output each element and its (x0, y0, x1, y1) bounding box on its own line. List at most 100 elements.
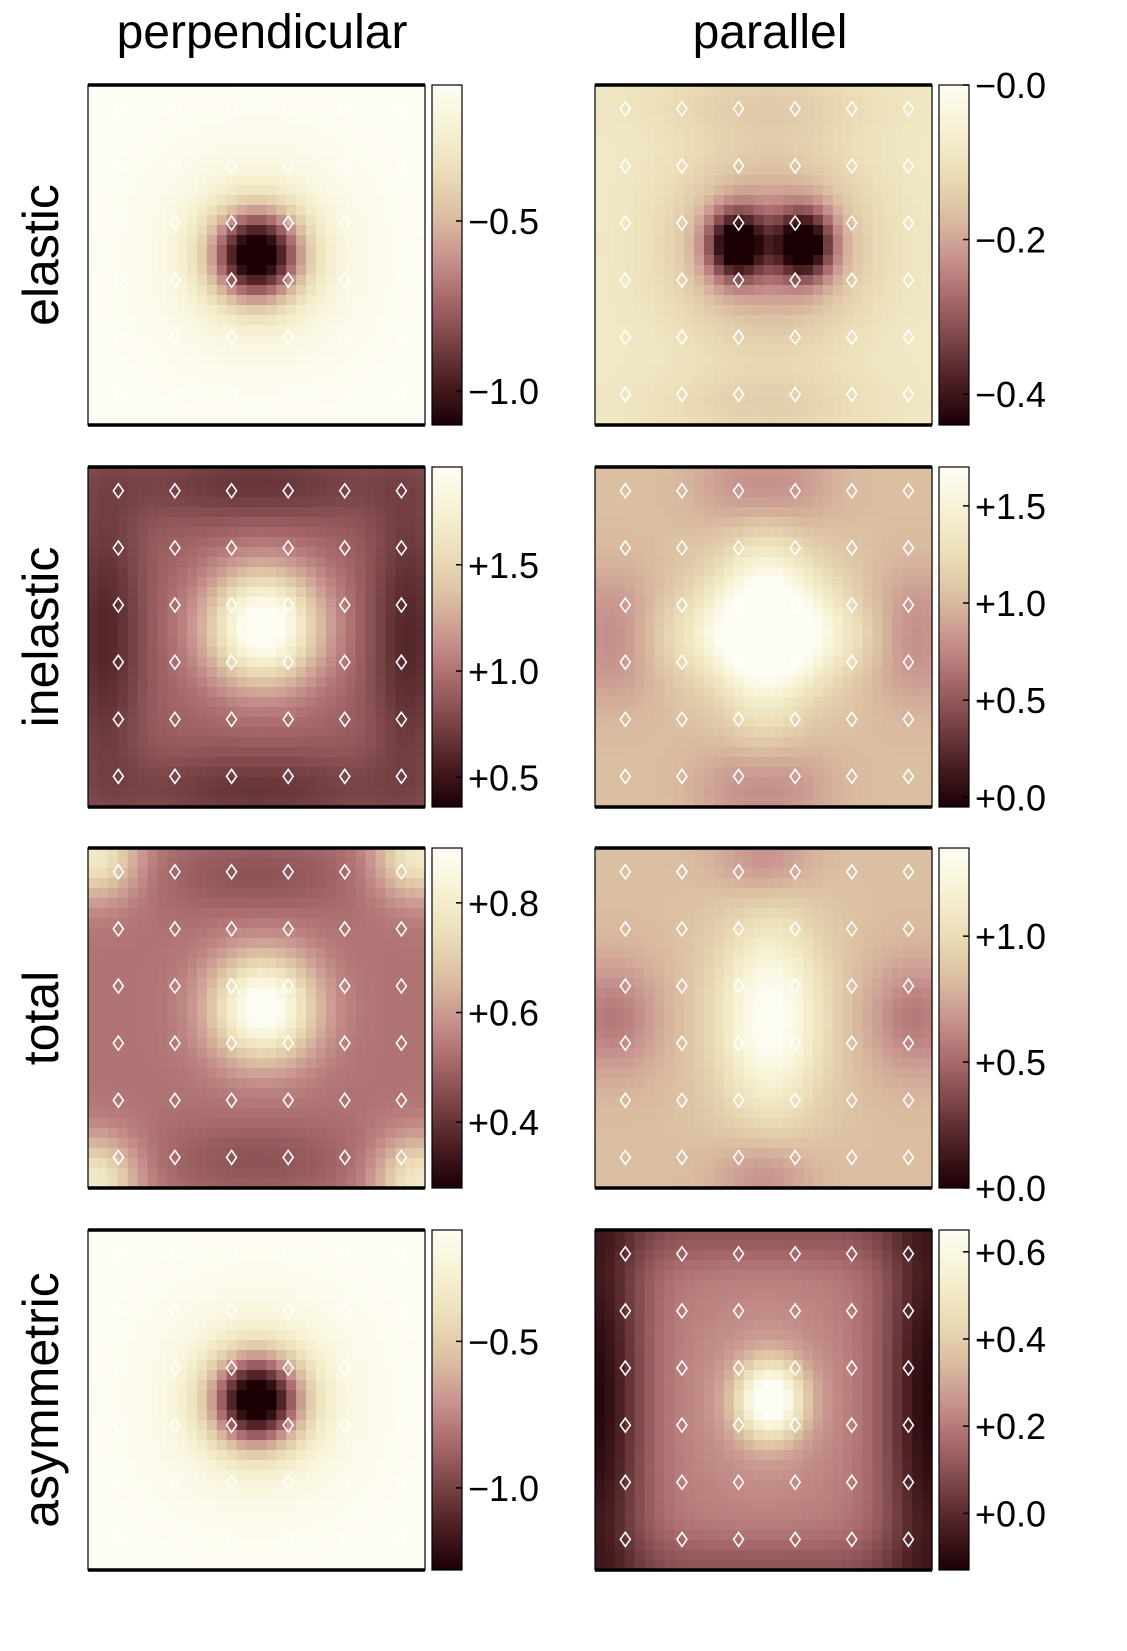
heatmap-cell (654, 245, 665, 256)
heatmap-cell (236, 305, 248, 316)
heatmap-cell (97, 305, 109, 316)
heatmap-cell (306, 527, 317, 538)
heatmap-cell (694, 375, 705, 386)
heatmap-cell (97, 908, 109, 919)
heatmap-cell (137, 497, 149, 508)
heatmap-cell (335, 647, 347, 658)
heatmap-cell (405, 547, 416, 558)
heatmap-cell (872, 487, 884, 498)
heatmap-cell (664, 747, 675, 758)
heatmap-cell (127, 647, 139, 658)
heatmap-cell (88, 1068, 99, 1079)
heatmap-cell (704, 235, 715, 246)
heatmap-cell (107, 487, 119, 498)
heatmap-cell (644, 767, 656, 778)
heatmap-cell (912, 165, 923, 176)
heatmap-cell (206, 777, 218, 788)
heatmap-cell (415, 85, 426, 96)
heatmap-cell (226, 477, 238, 488)
heatmap-cell (147, 275, 158, 286)
heatmap-cell (325, 255, 337, 266)
heatmap-cell (197, 757, 208, 768)
heatmap-cell (733, 717, 745, 728)
colorbar-tick-label: +1.0 (468, 651, 539, 692)
heatmap-cell (365, 335, 377, 346)
heatmap-cell (793, 497, 804, 508)
heatmap-cell (97, 607, 109, 618)
heatmap-cell (614, 517, 626, 528)
heatmap-cell (127, 1078, 139, 1089)
heatmap-cell (246, 517, 258, 528)
heatmap-cell (644, 667, 656, 678)
heatmap-cell (872, 225, 884, 236)
heatmap-cell (137, 305, 149, 316)
heatmap-cell (704, 195, 715, 206)
heatmap-cell (694, 405, 705, 416)
lattice-site-marker (732, 328, 745, 346)
heatmap-cell (733, 737, 745, 748)
heatmap-cell (256, 85, 268, 96)
heatmap-cell (813, 657, 824, 668)
heatmap-cell (88, 165, 99, 176)
heatmap-cell (276, 537, 287, 548)
heatmap-cell (117, 1098, 129, 1109)
heatmap-cell (654, 215, 665, 226)
heatmap-cell (216, 295, 228, 306)
heatmap-cell (783, 365, 794, 376)
heatmap-cell (137, 335, 149, 346)
heatmap-cell (892, 325, 903, 336)
heatmap-cell (335, 637, 347, 648)
heatmap-cell (604, 325, 616, 336)
heatmap-cell (892, 305, 903, 316)
heatmap-cell (88, 848, 99, 859)
heatmap-cell (713, 787, 725, 798)
heatmap-cell (723, 235, 735, 246)
heatmap-cell (803, 617, 814, 628)
heatmap-cell (325, 315, 337, 326)
heatmap-cell (723, 737, 735, 748)
heatmap-cell (246, 747, 258, 758)
heatmap-cell (674, 285, 685, 296)
heatmap-cell (654, 205, 665, 216)
heatmap-cell (852, 707, 864, 718)
heatmap-cell (177, 537, 188, 548)
heatmap-cell (117, 115, 129, 126)
heatmap-cell (882, 517, 893, 528)
heatmap-cell (723, 537, 735, 548)
heatmap-cell (325, 185, 337, 196)
heatmap-cell (197, 235, 208, 246)
heatmap-cell (296, 395, 307, 406)
heatmap-cell (922, 767, 933, 778)
heatmap-cell (97, 105, 109, 116)
heatmap-cell (704, 125, 715, 136)
heatmap-cell (127, 125, 139, 136)
heatmap-total-perpendicular (87, 846, 426, 1190)
heatmap-cell (753, 517, 765, 528)
heatmap-cell (117, 395, 129, 406)
heatmap-cell (832, 245, 844, 256)
heatmap-cell (704, 355, 715, 366)
heatmap-cell (266, 245, 277, 256)
heatmap-elastic-perpendicular (87, 83, 426, 427)
heatmap-cell (892, 587, 903, 598)
heatmap-cell (325, 647, 337, 658)
heatmap-cell (862, 175, 874, 186)
heatmap-cell (832, 415, 844, 426)
heatmap-cell (723, 607, 735, 618)
heatmap-cell (783, 747, 794, 758)
heatmap-cell (216, 717, 228, 728)
heatmap-cell (177, 657, 188, 668)
heatmap-cell (206, 325, 218, 336)
heatmap-cell (733, 405, 745, 416)
heatmap-cell (813, 415, 824, 426)
heatmap-cell (694, 477, 705, 488)
heatmap-cell (644, 527, 656, 538)
heatmap-cell (147, 707, 158, 718)
heatmap-cell (157, 365, 168, 376)
heatmap-cell (365, 265, 377, 276)
heatmap-cell (266, 787, 277, 798)
heatmap-cell (137, 245, 149, 256)
heatmap-cell (395, 145, 406, 156)
heatmap-cell (813, 567, 824, 578)
heatmap-cell (276, 245, 287, 256)
